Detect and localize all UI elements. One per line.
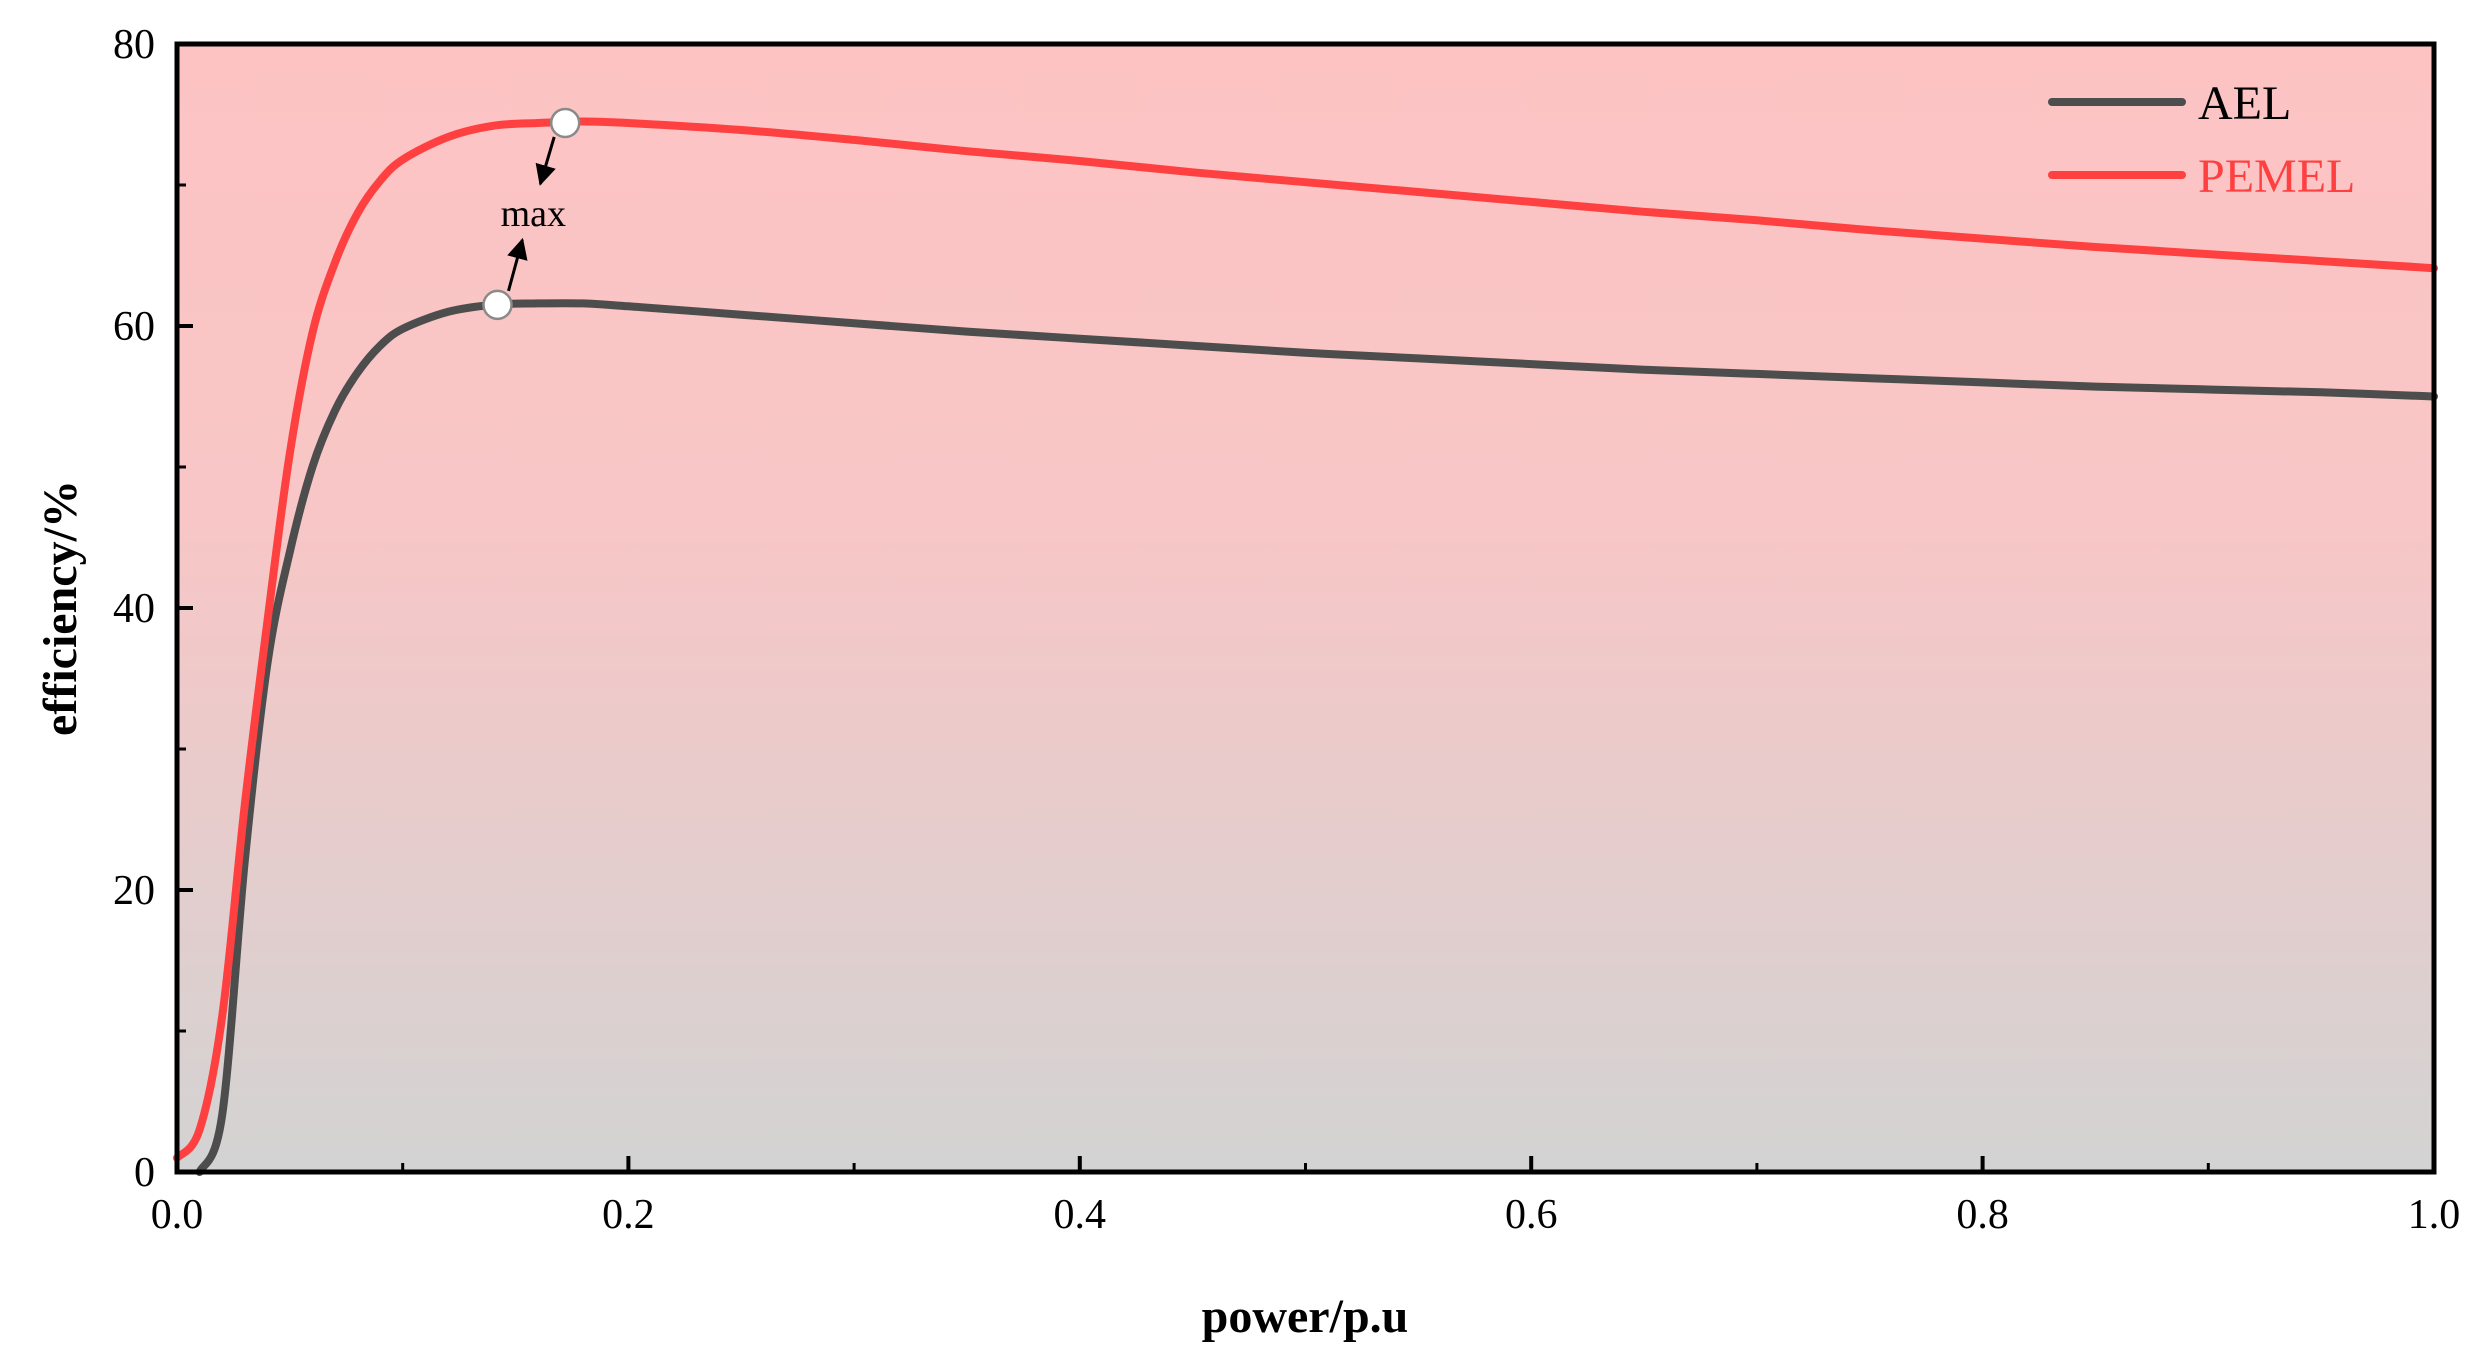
legend-label-ael: AEL [2198,77,2291,130]
y-tick-label: 0 [134,1150,155,1196]
max-arrow-lower [507,237,528,292]
y-tick-label: 40 [113,586,155,632]
plot-background [177,44,2434,1172]
annotation-layer: max [482,107,581,321]
y-axis: 0 20 40 60 80 [113,22,193,1196]
x-axis: 0.0 0.2 0.4 0.6 0.8 1.0 [151,1156,2461,1238]
x-tick-label: 0.0 [151,1192,204,1238]
y-axis-title: efficiency/% [34,480,87,736]
max-annotation-label: max [501,193,566,235]
legend-label-pemel: PEMEL [2198,150,2355,203]
x-tick-label: 0.8 [1956,1192,2009,1238]
y-tick-label: 80 [113,22,155,68]
series-line-pemel [173,117,2438,1162]
y-tick-label: 20 [113,868,155,914]
series-line-ael [195,299,2438,1176]
x-tick-label: 1.0 [2408,1192,2461,1238]
x-tick-label: 0.2 [602,1192,655,1238]
y-tick-label: 60 [113,304,155,350]
x-tick-label: 0.6 [1505,1192,1558,1238]
max-point-pemel [549,107,581,139]
x-tick-label: 0.4 [1054,1192,1107,1238]
x-axis-title: power/p.u [1202,1290,1409,1343]
series-layer [173,117,2438,1176]
max-point-ael [482,289,513,321]
max-arrow-upper [535,136,556,186]
legend: AEL PEMEL [2048,77,2355,203]
